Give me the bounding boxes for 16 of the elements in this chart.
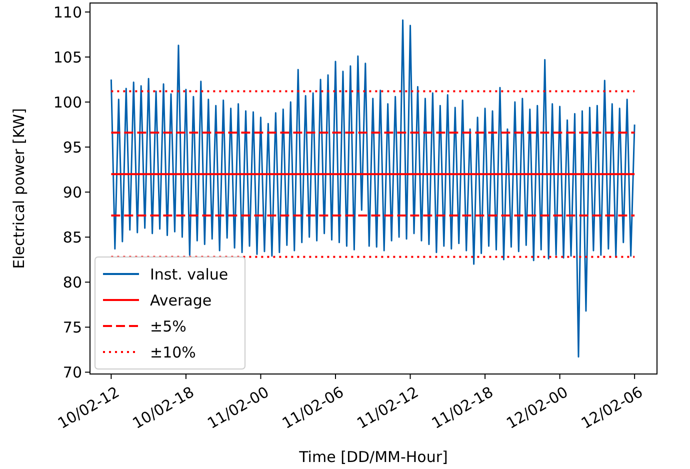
- legend-label: Inst. value: [150, 265, 228, 284]
- y-tick-label: 75: [62, 318, 82, 336]
- y-tick-label: 105: [53, 48, 82, 66]
- y-tick-label: 85: [62, 228, 82, 246]
- legend-label: ±10%: [150, 343, 196, 362]
- y-tick-label: 90: [62, 183, 82, 202]
- y-tick-label: 80: [62, 273, 82, 292]
- x-axis-title: Time [DD/MM-Hour]: [298, 448, 448, 466]
- y-tick-label: 95: [62, 138, 82, 156]
- y-tick-label: 70: [62, 363, 82, 382]
- y-tick-label: 110: [53, 3, 82, 22]
- line-series: [110, 19, 636, 358]
- legend-label: Average: [150, 291, 212, 310]
- y-tick-label: 100: [53, 93, 82, 112]
- y-axis-title: Electrical power [KW]: [10, 108, 28, 269]
- legend-label: ±5%: [150, 317, 186, 336]
